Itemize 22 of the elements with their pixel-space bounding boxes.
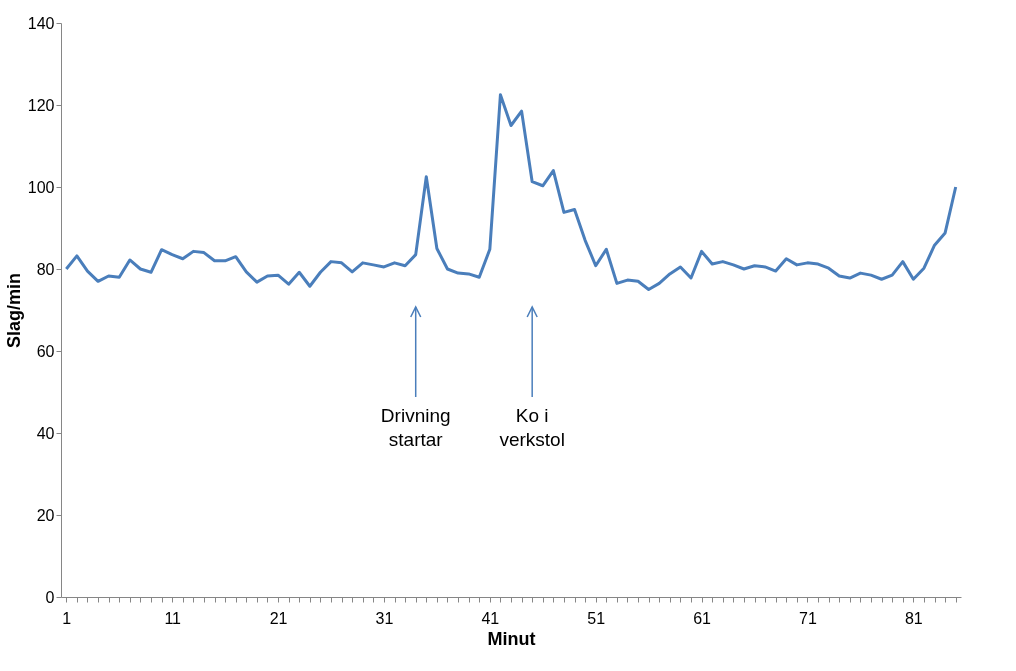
- annotation: Drivning startar: [380, 405, 451, 450]
- y-tick-label: 20: [36, 506, 55, 524]
- y-axis-title: Slag/min: [3, 272, 24, 349]
- x-tick-label: 81: [904, 609, 923, 627]
- y-tick-label: 100: [27, 178, 55, 196]
- y-tick-label: 40: [36, 424, 55, 442]
- y-tick-label: 80: [36, 260, 55, 278]
- annotation: Ko i verkstol: [499, 405, 565, 450]
- x-tick-label: 1: [62, 609, 72, 627]
- x-tick-label: 11: [164, 609, 182, 627]
- y-tick-label: 140: [27, 14, 55, 32]
- x-tick-label: 71: [799, 609, 817, 627]
- y-tick-label: 0: [45, 588, 55, 606]
- x-axis-title: Minut: [487, 628, 536, 649]
- x-tick-label: 51: [587, 609, 606, 627]
- x-tick-label: 61: [693, 609, 712, 627]
- x-tick-label: 21: [269, 609, 288, 627]
- x-tick-label: 31: [375, 609, 394, 627]
- y-tick-label: 120: [27, 96, 55, 114]
- y-tick-label: 60: [36, 342, 55, 360]
- x-tick-label: 41: [481, 609, 500, 627]
- line-series: [64, 93, 958, 291]
